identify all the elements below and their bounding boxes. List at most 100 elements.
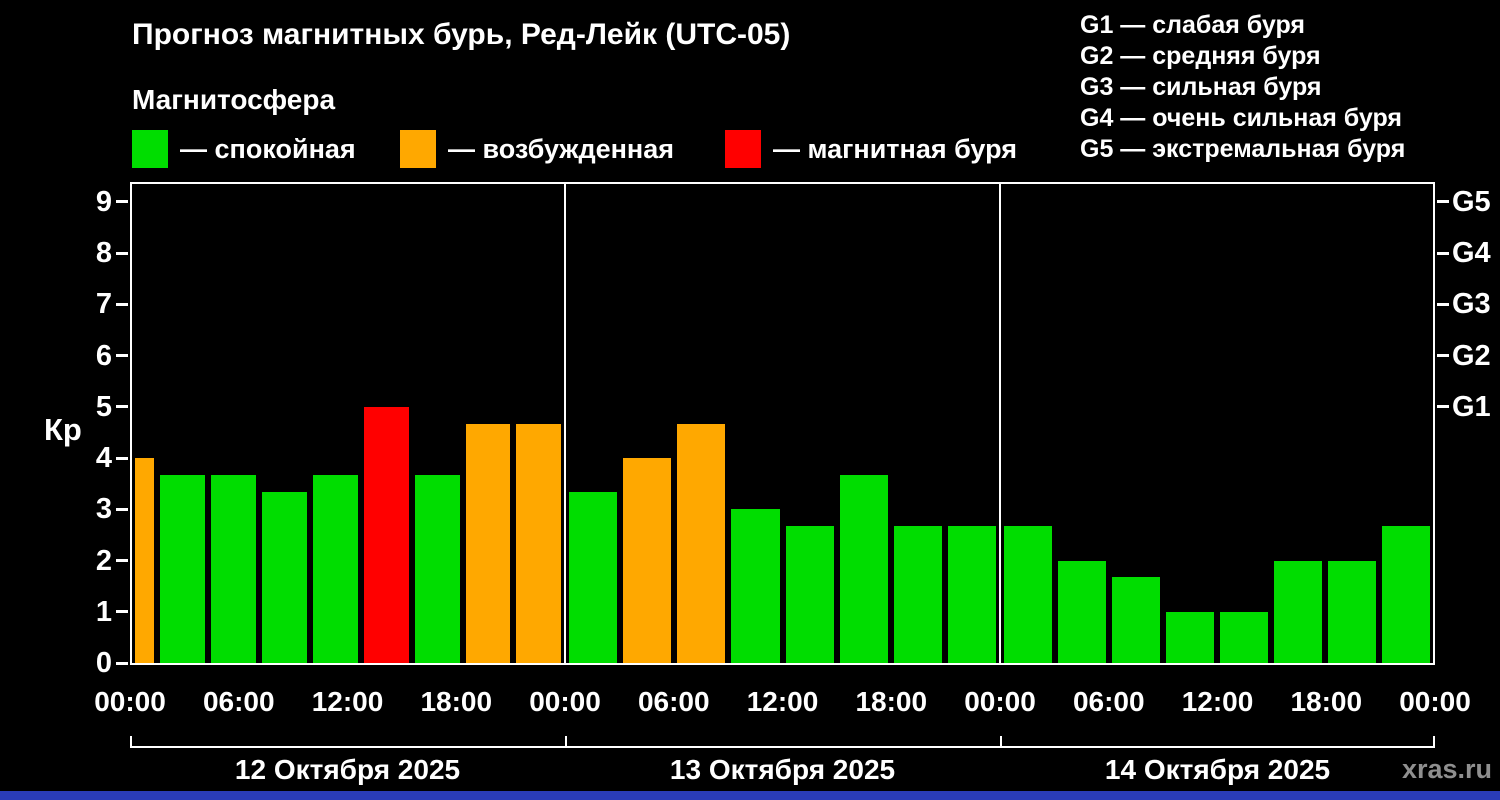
y-axis-tick-label: 1 <box>95 595 112 628</box>
y-axis-tick-label: 9 <box>95 185 112 218</box>
g-legend-line: G4 — очень сильная буря <box>1080 104 1402 132</box>
kp-bar <box>516 423 562 663</box>
kp-bar <box>785 526 834 663</box>
x-axis-time-label: 18:00 <box>420 686 493 717</box>
page-title: Прогноз магнитных бурь, Ред-Лейк (UTC-05… <box>132 18 791 51</box>
date-bracket <box>130 736 565 748</box>
kp-bar <box>1219 611 1268 663</box>
x-axis-time-label: 12:00 <box>746 686 819 717</box>
kp-bar <box>731 509 780 663</box>
day-group <box>132 184 567 663</box>
day-group <box>1001 184 1433 663</box>
g-axis-tick <box>1437 405 1449 409</box>
date-bracket-cap <box>1433 736 1435 748</box>
kp-bar <box>210 475 256 663</box>
kp-bar <box>261 492 307 663</box>
legend-label: — спокойная <box>180 133 356 164</box>
y-axis-tick-label: 2 <box>95 544 112 577</box>
g-legend-line: G5 — экстремальная буря <box>1080 135 1406 163</box>
y-axis-tick <box>116 405 128 409</box>
y-axis-tick-label: 7 <box>95 288 112 321</box>
y-axis-tick <box>116 610 128 614</box>
g-axis-label: G1 <box>1452 390 1491 423</box>
y-axis-tick <box>116 559 128 563</box>
plot-area <box>130 182 1435 665</box>
day-group <box>566 184 1001 663</box>
kp-bar <box>677 423 726 663</box>
g-axis-label: G2 <box>1452 339 1491 372</box>
kp-bar <box>1273 560 1322 663</box>
kp-bar <box>1057 560 1106 663</box>
kp-bar <box>1381 526 1431 663</box>
quiet-swatch-icon <box>132 130 168 168</box>
y-axis-tick-label: 8 <box>95 237 112 270</box>
kp-bar <box>414 475 460 663</box>
kp-bar <box>947 526 996 663</box>
kp-bar <box>363 406 409 663</box>
y-axis-tick-label: 5 <box>95 390 112 423</box>
y-axis-tick <box>116 661 128 665</box>
g-legend-line: G3 — сильная буря <box>1080 73 1322 101</box>
g-legend-line: G2 — средняя буря <box>1080 42 1321 70</box>
date-bracket-cap <box>565 736 567 748</box>
kp-bar <box>1165 611 1214 663</box>
y-axis-tick <box>116 354 128 358</box>
date-bracket <box>565 736 1000 748</box>
x-axis-time-label: 00:00 <box>529 686 601 717</box>
kp-bar <box>839 475 888 663</box>
g-axis-tick <box>1437 354 1449 358</box>
y-axis-tick <box>116 200 128 204</box>
kp-bar <box>1327 560 1376 663</box>
y-axis-tick-label: 4 <box>95 442 112 475</box>
g-axis-label: G4 <box>1452 237 1491 270</box>
y-axis-tick <box>116 456 128 460</box>
legend-label: — магнитная буря <box>773 133 1017 164</box>
x-axis-time-label: 00:00 <box>94 686 166 717</box>
g-axis-tick <box>1437 302 1449 306</box>
y-axis-tick-label: 0 <box>95 647 112 679</box>
y-axis-tick <box>116 251 128 255</box>
excited-swatch-icon <box>400 130 436 168</box>
x-axis-time-label: 00:00 <box>964 686 1036 717</box>
x-axis-time-label: 18:00 <box>855 686 928 717</box>
kp-bar <box>1111 577 1160 663</box>
kp-bar <box>569 492 618 663</box>
x-axis-time-label: 00:00 <box>1399 686 1471 717</box>
date-bracket-cap <box>130 736 132 748</box>
x-axis-time-label: 12:00 <box>1181 686 1254 717</box>
bottom-strip <box>0 791 1500 800</box>
legend-label: — возбужденная <box>448 133 674 164</box>
kp-bar <box>1003 526 1052 663</box>
x-axis-time-label: 12:00 <box>311 686 384 717</box>
date-bracket <box>1000 736 1435 748</box>
date-label: 14 Октября 2025 <box>1104 754 1331 785</box>
watermark: xras.ru <box>1401 754 1492 784</box>
g-axis-label: G5 <box>1452 185 1491 218</box>
kp-bar <box>893 526 942 663</box>
storm-swatch-icon <box>725 130 761 168</box>
x-axis-time-label: 06:00 <box>1072 686 1145 717</box>
date-label: 12 Октября 2025 <box>234 754 461 785</box>
g-axis-tick <box>1437 200 1449 204</box>
legend-item-quiet: — спокойная <box>132 130 356 168</box>
y-axis-label: Кр <box>44 412 82 447</box>
magnetosphere-subtitle: Магнитосфера <box>132 84 336 115</box>
x-axis-time-label: 18:00 <box>1290 686 1363 717</box>
x-axis-time-label: 06:00 <box>637 686 710 717</box>
g-legend-line: G1 — слабая буря <box>1080 11 1306 39</box>
y-axis-tick-label: 3 <box>95 493 112 526</box>
kp-bar <box>135 458 154 663</box>
y-axis-tick <box>116 507 128 511</box>
y-axis-tick-label: 6 <box>95 339 112 372</box>
y-axis-tick <box>116 302 128 306</box>
legend-item-storm: — магнитная буря <box>725 130 1017 168</box>
kp-bar <box>159 475 205 663</box>
g-axis-tick <box>1437 251 1449 255</box>
g-axis-label: G3 <box>1452 288 1491 321</box>
x-axis-time-label: 06:00 <box>202 686 275 717</box>
kp-bar <box>465 423 511 663</box>
date-bracket-cap <box>1000 736 1002 748</box>
g-scale-legend: G1 — слабая буря G2 — средняя буря G3 — си… <box>1080 10 1405 165</box>
kp-bar <box>312 475 358 663</box>
